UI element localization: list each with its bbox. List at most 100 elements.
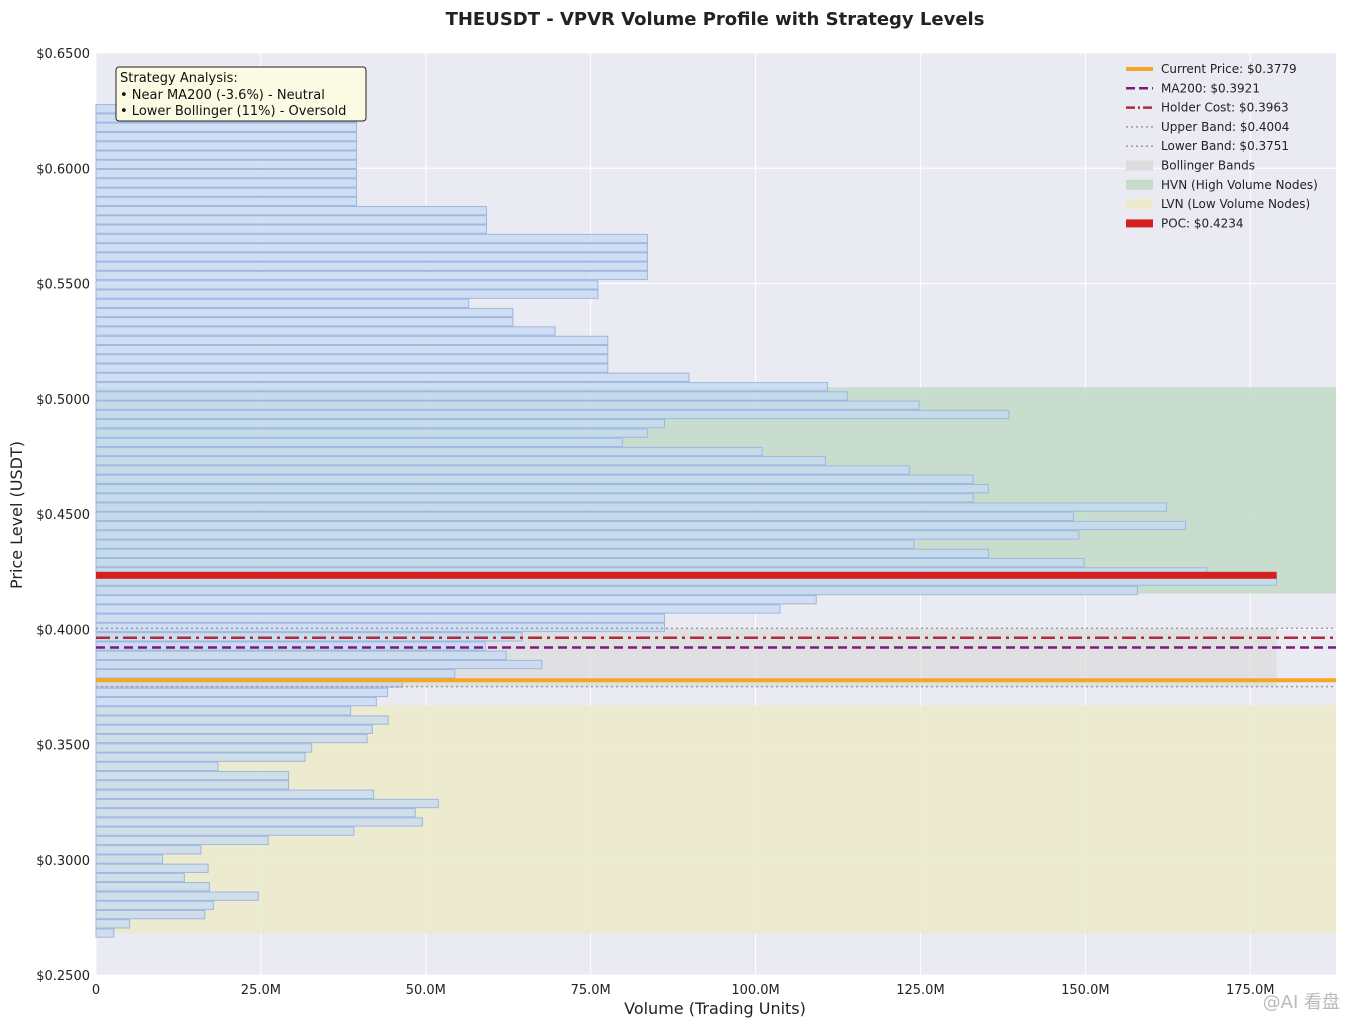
chart-title: THEUSDT - VPVR Volume Profile with Strat… bbox=[446, 9, 985, 30]
volume-bar-24 bbox=[95, 706, 352, 716]
annotation-line-3: • Lower Bollinger (11%) - Oversold bbox=[120, 104, 346, 119]
volume-bar-54 bbox=[95, 428, 648, 438]
volume-bar-77 bbox=[95, 215, 487, 225]
volume-bar-30 bbox=[95, 650, 507, 660]
y-tick-label-4: $0.4500 bbox=[36, 508, 90, 523]
volume-bar-57 bbox=[95, 400, 920, 410]
legend-swatch-hvn bbox=[1126, 179, 1153, 190]
volume-bar-5 bbox=[95, 882, 210, 892]
watermark: @AI 看盘 bbox=[1263, 992, 1340, 1013]
volume-bar-13 bbox=[95, 808, 416, 818]
x-tick-label-2: 50.0M bbox=[406, 983, 446, 998]
volume-bar-10 bbox=[95, 835, 269, 846]
volume-bar-52 bbox=[95, 446, 763, 457]
annotation-line-1: Strategy Analysis: bbox=[120, 71, 238, 86]
legend-label-poc: POC: $0.4234 bbox=[1161, 216, 1244, 230]
volume-bar-35 bbox=[95, 604, 781, 614]
volume-bar-1 bbox=[95, 919, 131, 929]
volume-bar-0 bbox=[95, 928, 115, 938]
volume-bar-63 bbox=[95, 344, 609, 355]
volume-bar-64 bbox=[95, 335, 609, 346]
volume-bar-29 bbox=[95, 659, 543, 670]
x-tick-label-3: 75.0M bbox=[571, 983, 611, 998]
volume-bar-31 bbox=[95, 641, 486, 651]
x-tick-label-7: 175.0M bbox=[1226, 983, 1274, 998]
volume-bar-36 bbox=[95, 595, 817, 605]
y-tick-label-2: $0.3500 bbox=[36, 739, 90, 754]
volume-bar-19 bbox=[95, 752, 306, 762]
volume-bar-3 bbox=[95, 900, 214, 911]
volume-bar-2 bbox=[95, 909, 206, 920]
volume-bar-42 bbox=[95, 539, 915, 549]
volume-bar-75 bbox=[95, 233, 648, 244]
volume-bar-43 bbox=[95, 530, 1080, 540]
volume-bar-74 bbox=[95, 243, 648, 253]
volume-bar-22 bbox=[95, 724, 373, 734]
volume-bar-73 bbox=[95, 252, 648, 262]
volume-bar-59 bbox=[95, 382, 828, 392]
volume-bar-23 bbox=[95, 715, 389, 725]
y-tick-label-1: $0.3000 bbox=[36, 854, 90, 869]
annotation-line-2: • Near MA200 (-3.6%) - Neutral bbox=[120, 88, 325, 103]
volume-bar-65 bbox=[95, 326, 556, 336]
volume-bar-33 bbox=[95, 622, 666, 633]
volume-bar-71 bbox=[95, 270, 648, 281]
volume-bar-84 bbox=[95, 150, 358, 160]
x-tick-label-4: 100.0M bbox=[731, 983, 779, 998]
y-tick-label-6: $0.5500 bbox=[36, 278, 90, 293]
volume-bar-17 bbox=[95, 770, 290, 781]
volume-bar-68 bbox=[95, 298, 470, 308]
volume-bar-85 bbox=[95, 141, 358, 151]
legend-swatch-poc bbox=[1126, 219, 1153, 228]
volume-bar-58 bbox=[95, 391, 848, 401]
volume-bar-51 bbox=[95, 456, 826, 466]
strategy-annotation-box: Strategy Analysis: • Near MA200 (-3.6%) … bbox=[115, 66, 367, 122]
volume-bar-87 bbox=[95, 122, 358, 132]
legend-label-holder: Holder Cost: $0.3963 bbox=[1161, 101, 1289, 115]
y-tick-label-7: $0.6000 bbox=[36, 162, 90, 177]
volume-bar-61 bbox=[95, 363, 609, 373]
poc-bar bbox=[96, 571, 1277, 579]
volume-bar-4 bbox=[95, 891, 259, 901]
volume-bar-62 bbox=[95, 354, 609, 364]
volume-bar-46 bbox=[95, 502, 1167, 512]
volume-bar-9 bbox=[95, 845, 202, 855]
volume-bar-47 bbox=[95, 493, 974, 503]
annotation-background bbox=[115, 66, 367, 122]
y-tick-label-0: $0.2500 bbox=[36, 969, 90, 984]
legend-label-ma200: MA200: $0.3921 bbox=[1161, 81, 1260, 95]
volume-bar-18 bbox=[95, 761, 219, 772]
y-axis-ticks: $0.2500 $0.3000 $0.3500 $0.4000 $0.4500 $0.50… bbox=[36, 47, 90, 984]
volume-bar-11 bbox=[95, 826, 355, 836]
volume-bar-28 bbox=[95, 669, 456, 679]
y-tick-label-3: $0.4000 bbox=[36, 623, 90, 638]
x-axis-ticks: 0 25.0M 50.0M 75.0M 100.0M 125.0M 150.0M 175.0M bbox=[92, 983, 1275, 998]
volume-bar-81 bbox=[95, 178, 358, 188]
volume-bar-26 bbox=[95, 687, 389, 698]
volume-bar-16 bbox=[95, 780, 290, 790]
volume-bar-78 bbox=[95, 205, 487, 216]
volume-bar-15 bbox=[95, 789, 375, 799]
volume-bar-60 bbox=[95, 372, 690, 382]
x-tick-label-5: 125.0M bbox=[896, 983, 944, 998]
volume-bar-8 bbox=[95, 854, 164, 864]
x-tick-label-0: 0 bbox=[92, 983, 100, 998]
volume-bar-76 bbox=[95, 224, 487, 234]
volume-bar-37 bbox=[95, 585, 1138, 596]
legend-label-upper: Upper Band: $0.4004 bbox=[1161, 120, 1289, 134]
x-tick-label-6: 150.0M bbox=[1061, 983, 1109, 998]
legend-label-current: Current Price: $0.3779 bbox=[1161, 62, 1297, 76]
volume-bar-7 bbox=[95, 863, 209, 873]
volume-bar-86 bbox=[95, 132, 358, 142]
volume-bar-79 bbox=[95, 196, 358, 207]
volume-bar-70 bbox=[95, 280, 599, 290]
legend: Current Price: $0.3779 MA200: $0.3921 Hold… bbox=[1126, 62, 1318, 230]
level-lines bbox=[96, 571, 1336, 688]
y-tick-label-5: $0.5000 bbox=[36, 393, 90, 408]
volume-bar-53 bbox=[95, 437, 623, 447]
volume-bar-80 bbox=[95, 187, 358, 197]
volume-bar-44 bbox=[95, 520, 1187, 531]
volume-bar-50 bbox=[95, 465, 910, 475]
legend-label-lvn: LVN (Low Volume Nodes) bbox=[1161, 197, 1310, 211]
volume-bar-66 bbox=[95, 317, 514, 327]
